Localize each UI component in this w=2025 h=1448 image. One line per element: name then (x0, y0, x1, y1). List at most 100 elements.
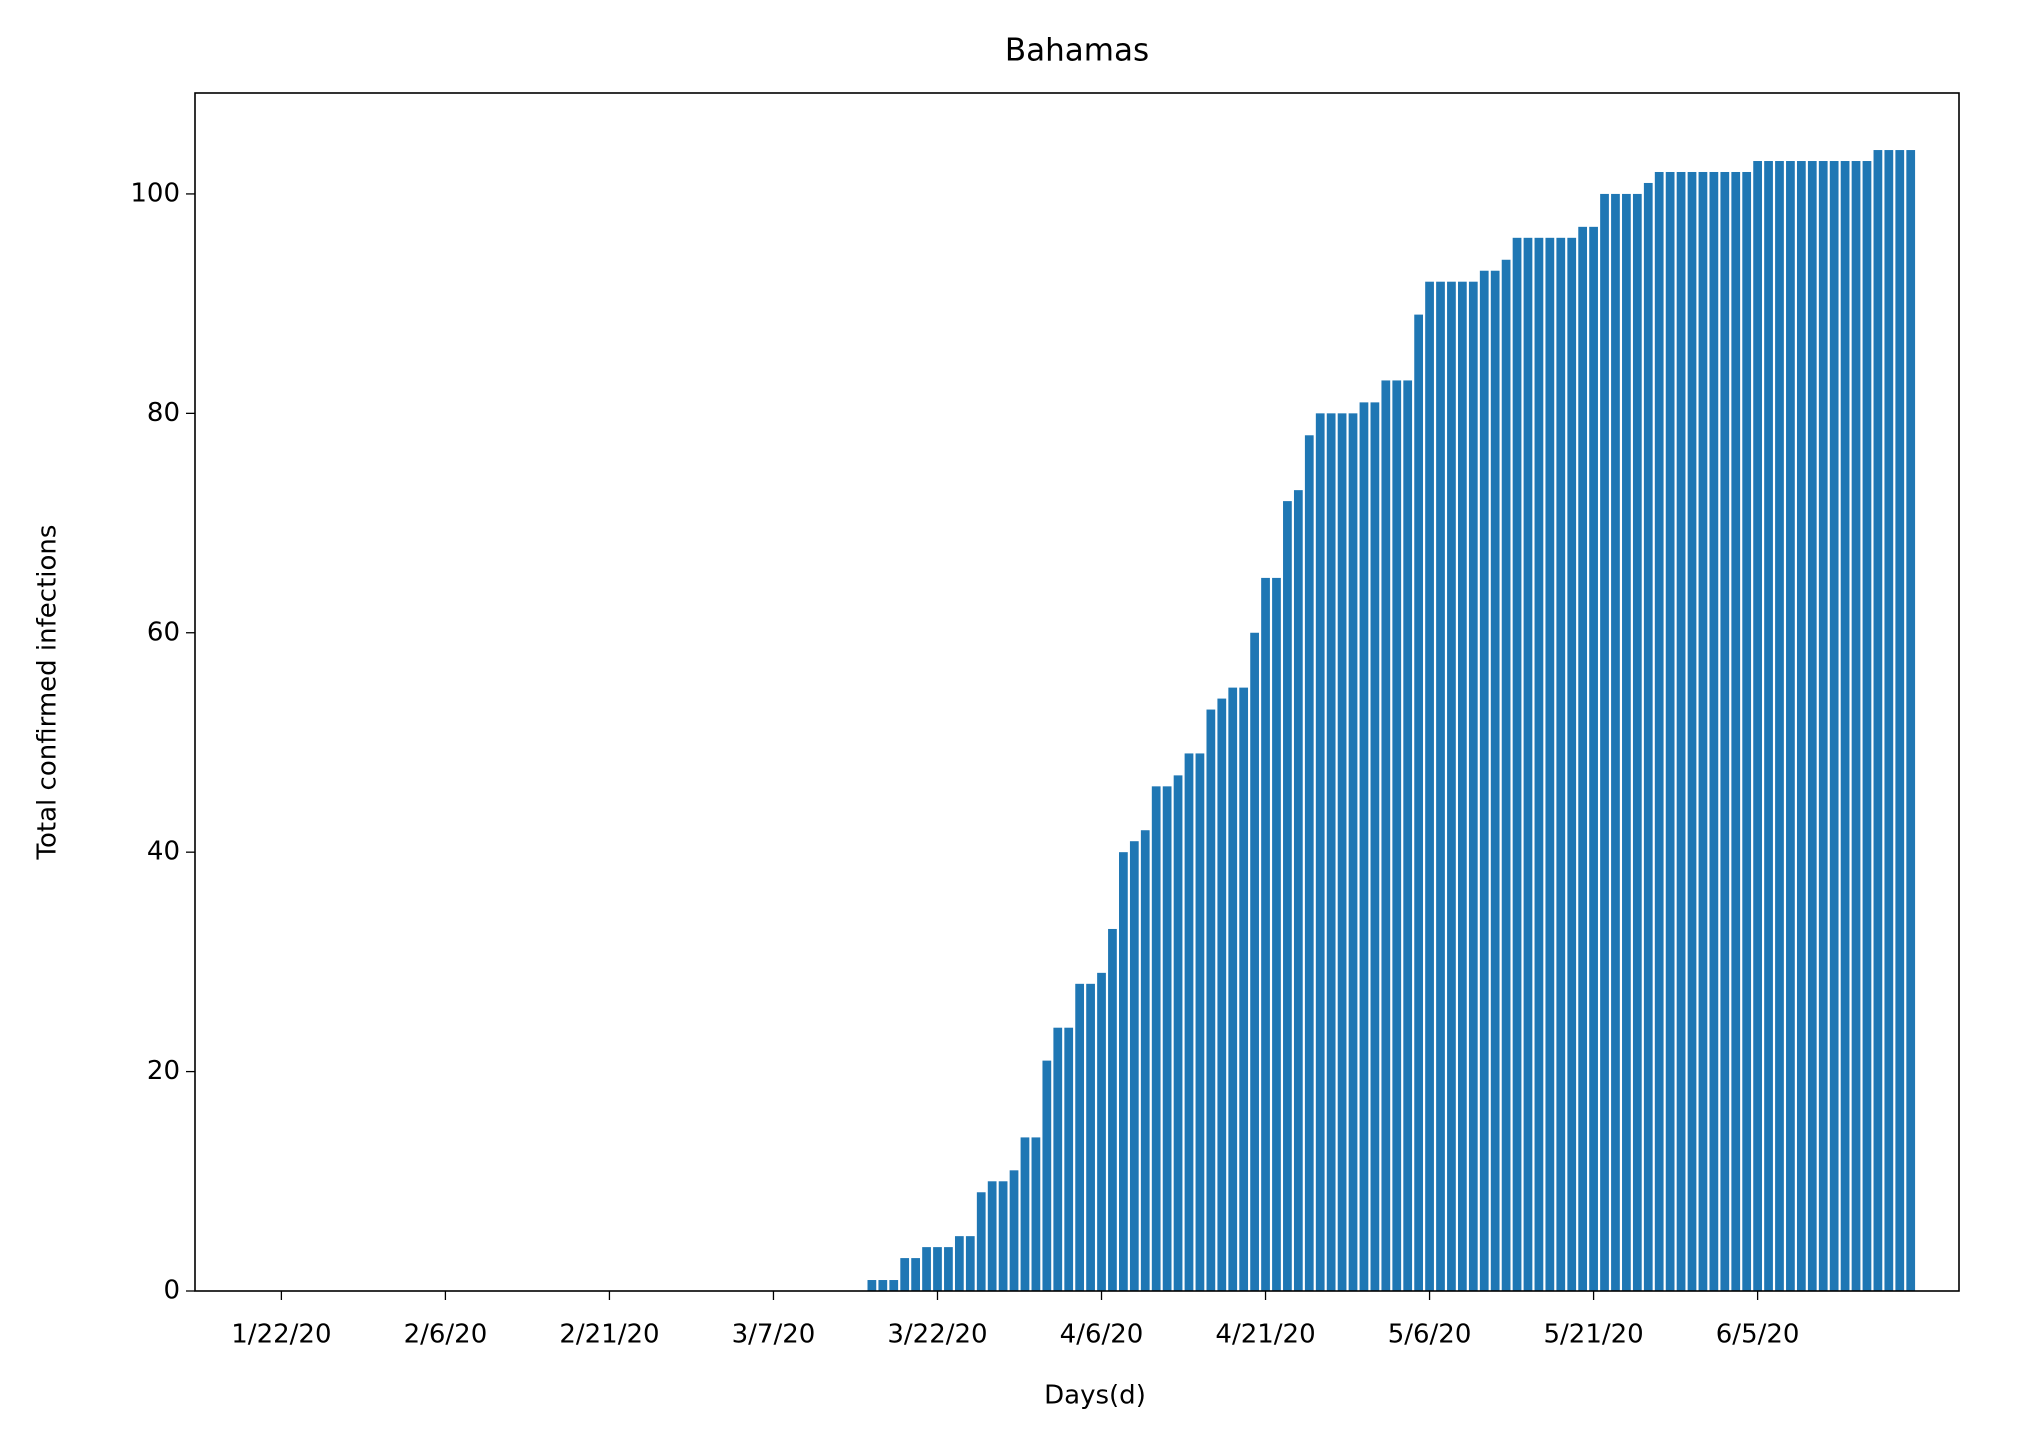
bar (1129, 841, 1139, 1291)
bar (954, 1236, 964, 1291)
bar (1315, 413, 1325, 1291)
bar (1731, 171, 1741, 1291)
bar (1108, 928, 1117, 1291)
bar (1468, 281, 1478, 1291)
plot-frame (194, 92, 1960, 1292)
bar (900, 1258, 910, 1291)
bar (1337, 413, 1347, 1291)
bar (1742, 171, 1752, 1291)
bar (1862, 161, 1872, 1291)
bar (1457, 281, 1467, 1291)
x-tick-label: 3/7/20 (732, 1320, 816, 1350)
bar (1097, 972, 1106, 1291)
bar (1304, 435, 1314, 1291)
bar (1709, 171, 1719, 1291)
bar (1075, 983, 1085, 1291)
bar (1293, 490, 1303, 1292)
bar (1632, 193, 1642, 1291)
bar (1643, 182, 1653, 1291)
bar (965, 1236, 975, 1291)
bar (1447, 281, 1456, 1291)
bar (1545, 237, 1555, 1291)
bar (1272, 577, 1281, 1291)
bar (1676, 171, 1686, 1291)
bar (1425, 281, 1434, 1291)
bar (1228, 687, 1238, 1291)
bar (1687, 171, 1697, 1291)
bar (1654, 171, 1664, 1291)
bar (1414, 314, 1424, 1292)
bar (1490, 270, 1500, 1291)
y-tick-label: 100 (130, 178, 180, 208)
x-tick-label: 4/21/20 (1215, 1320, 1315, 1350)
bar (1239, 687, 1249, 1291)
bar (1622, 193, 1631, 1291)
chart-title: Bahamas (1005, 33, 1149, 69)
x-tick-label: 1/22/20 (231, 1320, 331, 1350)
bar (1173, 775, 1183, 1291)
bar (1162, 786, 1172, 1291)
x-tick-label: 2/21/20 (559, 1320, 659, 1350)
bar (1479, 270, 1489, 1291)
bar (1348, 413, 1358, 1291)
bar (1392, 380, 1402, 1291)
bar (1906, 150, 1916, 1292)
bar (1611, 193, 1620, 1291)
bar (998, 1181, 1008, 1291)
bar (1818, 161, 1828, 1291)
bar (1600, 193, 1609, 1291)
bar (933, 1247, 942, 1291)
bar (1556, 237, 1566, 1291)
bar (1283, 501, 1292, 1292)
bar (1403, 380, 1413, 1291)
x-tick-label: 5/21/20 (1543, 1320, 1643, 1350)
x-tick-label: 4/6/20 (1060, 1320, 1144, 1350)
y-tick-label: 80 (147, 398, 180, 428)
bar (1261, 577, 1270, 1291)
bar (976, 1192, 986, 1291)
bar (1840, 161, 1850, 1291)
bar (867, 1280, 877, 1291)
y-tick-label: 0 (163, 1276, 180, 1306)
bar (1775, 161, 1784, 1291)
y-axis-label: Total confirmed infections (33, 525, 63, 861)
bar (1829, 161, 1839, 1291)
x-tick-label: 5/6/20 (1388, 1320, 1472, 1350)
bar (1589, 226, 1598, 1291)
x-tick-label: 3/22/20 (887, 1320, 987, 1350)
y-tick-label: 60 (147, 617, 180, 647)
bar (1523, 237, 1533, 1291)
bar (1151, 786, 1161, 1291)
bar (1720, 171, 1730, 1291)
bar (1753, 161, 1762, 1291)
bar (1326, 413, 1336, 1291)
bar (1206, 709, 1216, 1291)
bar (1665, 171, 1675, 1291)
bar (1698, 171, 1708, 1291)
bar (1053, 1027, 1063, 1291)
bar (1851, 161, 1861, 1291)
bar (1086, 983, 1095, 1291)
bar (1567, 237, 1577, 1291)
bar (1436, 281, 1445, 1291)
bar (1534, 237, 1544, 1291)
bar (1064, 1027, 1074, 1291)
bar (878, 1280, 888, 1291)
bar (944, 1247, 953, 1291)
bar (1873, 150, 1883, 1292)
bar (1884, 150, 1894, 1292)
bar (1009, 1170, 1019, 1291)
bar (1140, 830, 1150, 1291)
bar (922, 1247, 931, 1291)
bar (1119, 852, 1128, 1291)
x-axis-label: Days(d) (1044, 1381, 1146, 1411)
bar (1764, 161, 1773, 1291)
y-tick-label: 20 (147, 1056, 180, 1086)
bar (1217, 698, 1227, 1291)
bar (1807, 161, 1817, 1291)
bar (1796, 161, 1806, 1291)
bar (987, 1181, 997, 1291)
bar (1195, 753, 1205, 1291)
bar (1359, 402, 1369, 1291)
